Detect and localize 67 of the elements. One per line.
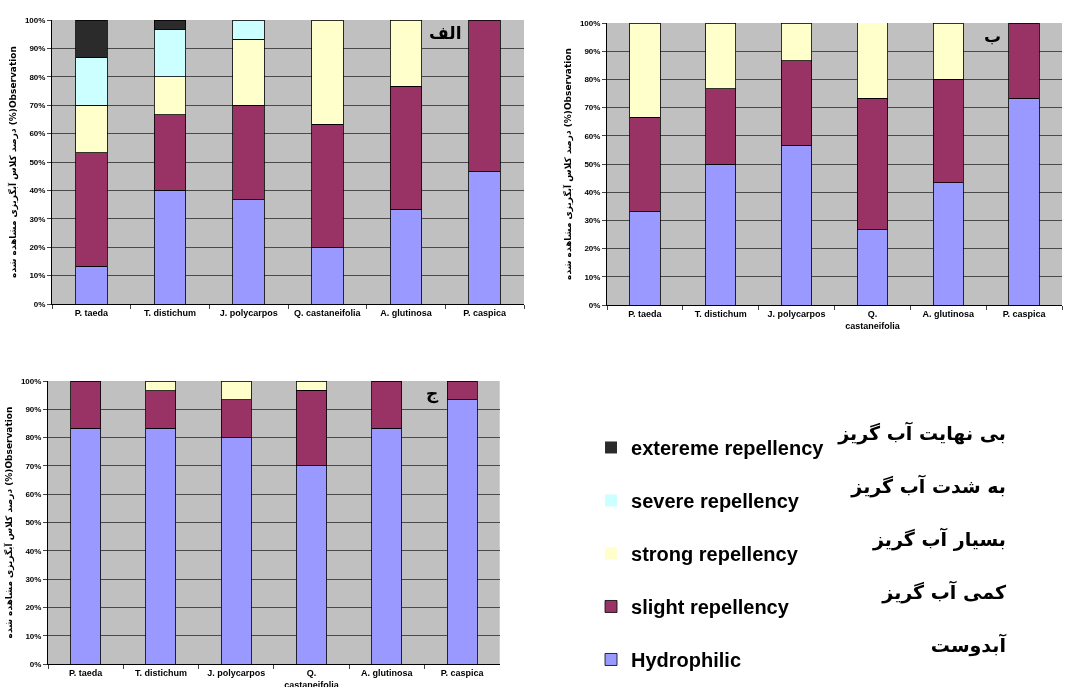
x-tick-label: Q. castaneifolia: [845, 308, 901, 331]
x-tick-label: J. polycarpos: [219, 307, 278, 318]
y-tick-label: 30%: [584, 216, 601, 226]
y-tick-label: 90%: [584, 47, 601, 56]
x-tick-label: A. glutinosa: [361, 667, 414, 678]
y-tick-label: 10%: [584, 272, 601, 282]
y-tick-label: 100%: [20, 376, 42, 386]
y-tick-label: 50%: [25, 518, 42, 528]
y-tick-label: 10%: [25, 631, 42, 641]
y-tick-label: 100%: [24, 15, 46, 25]
legend-label: severe repellency: [631, 490, 800, 513]
x-tick-label: J. polycarpos: [207, 667, 266, 678]
y-axis-title: درصد کلاس آبگریزی مشاهده شده (%)Observation: [562, 48, 575, 280]
y-tick-label: 30%: [29, 214, 46, 224]
legend-label: strong repellency: [631, 543, 799, 566]
legend-label: Hydrophilic: [631, 649, 742, 672]
x-tick-label: A. glutinosa: [922, 308, 975, 319]
y-tick-label: 60%: [29, 129, 46, 139]
y-tick-label: 70%: [25, 461, 42, 471]
y-tick-label: 50%: [29, 157, 46, 167]
y-tick-label: 20%: [584, 244, 601, 254]
y-tick-label: 0%: [33, 299, 46, 309]
x-tick-label: T. distichum: [694, 308, 747, 319]
y-tick-label: 0%: [29, 659, 42, 669]
y-tick-label: 40%: [29, 186, 46, 196]
annotation: ج: [426, 383, 439, 404]
legend-label: slight repellency: [631, 596, 790, 619]
legend-label: extereme repellency: [631, 437, 825, 460]
x-tick-label: A. glutinosa: [380, 307, 433, 318]
y-tick-label: 30%: [25, 574, 42, 584]
annotation: الف: [429, 23, 462, 43]
y-tick-label: 20%: [29, 243, 46, 252]
y-tick-label: 80%: [584, 75, 601, 85]
y-tick-label: 60%: [584, 131, 601, 141]
y-tick-label: 70%: [29, 101, 46, 110]
text: به شدت آب گریز: [851, 475, 1006, 497]
x-tick-label: T. distichum: [134, 667, 187, 678]
y-tick-label: 90%: [25, 405, 42, 415]
y-tick-label: 40%: [584, 188, 601, 197]
y-axis-title: درصد کلاس آبگریزی مشاهده شده (%)Observation: [3, 406, 16, 639]
y-tick-label: 20%: [25, 603, 42, 613]
text: بسیار آب گریز: [873, 528, 1006, 550]
y-tick-label: 80%: [25, 433, 42, 443]
y-tick-label: 100%: [579, 18, 601, 28]
x-tick-label: P. taeda: [74, 307, 109, 318]
y-tick-label: 50%: [584, 159, 601, 169]
y-tick-label: 80%: [29, 72, 46, 82]
x-tick-label: P. taeda: [68, 667, 104, 678]
y-tick-label: 70%: [584, 103, 601, 113]
x-tick-label: P. caspica: [1002, 308, 1047, 319]
y-tick-label: 40%: [25, 546, 42, 556]
x-tick-label: P. caspica: [440, 667, 485, 678]
text: آبدوست: [930, 634, 1006, 656]
x-tick-label: P. caspica: [463, 307, 508, 318]
y-tick-label: 90%: [29, 44, 46, 54]
x-tick-label: Q. castaneifolia: [284, 667, 340, 687]
y-tick-label: 10%: [29, 271, 46, 281]
x-tick-label: T. distichum: [143, 307, 197, 318]
x-tick-label: Q. castaneifolia: [294, 307, 362, 318]
annotation: ب: [984, 26, 1002, 46]
x-tick-label: P. taeda: [628, 308, 663, 319]
x-tick-label: J. polycarpos: [767, 308, 826, 319]
text: کمی آب گریز: [882, 581, 1006, 603]
text: بی نهایت آب گریز: [838, 422, 1006, 444]
y-tick-label: 60%: [25, 490, 42, 499]
y-tick-label: 0%: [588, 300, 601, 310]
y-axis-title: درصد کلاس آبگریزی مشاهده شده (%)Observation: [7, 46, 20, 278]
